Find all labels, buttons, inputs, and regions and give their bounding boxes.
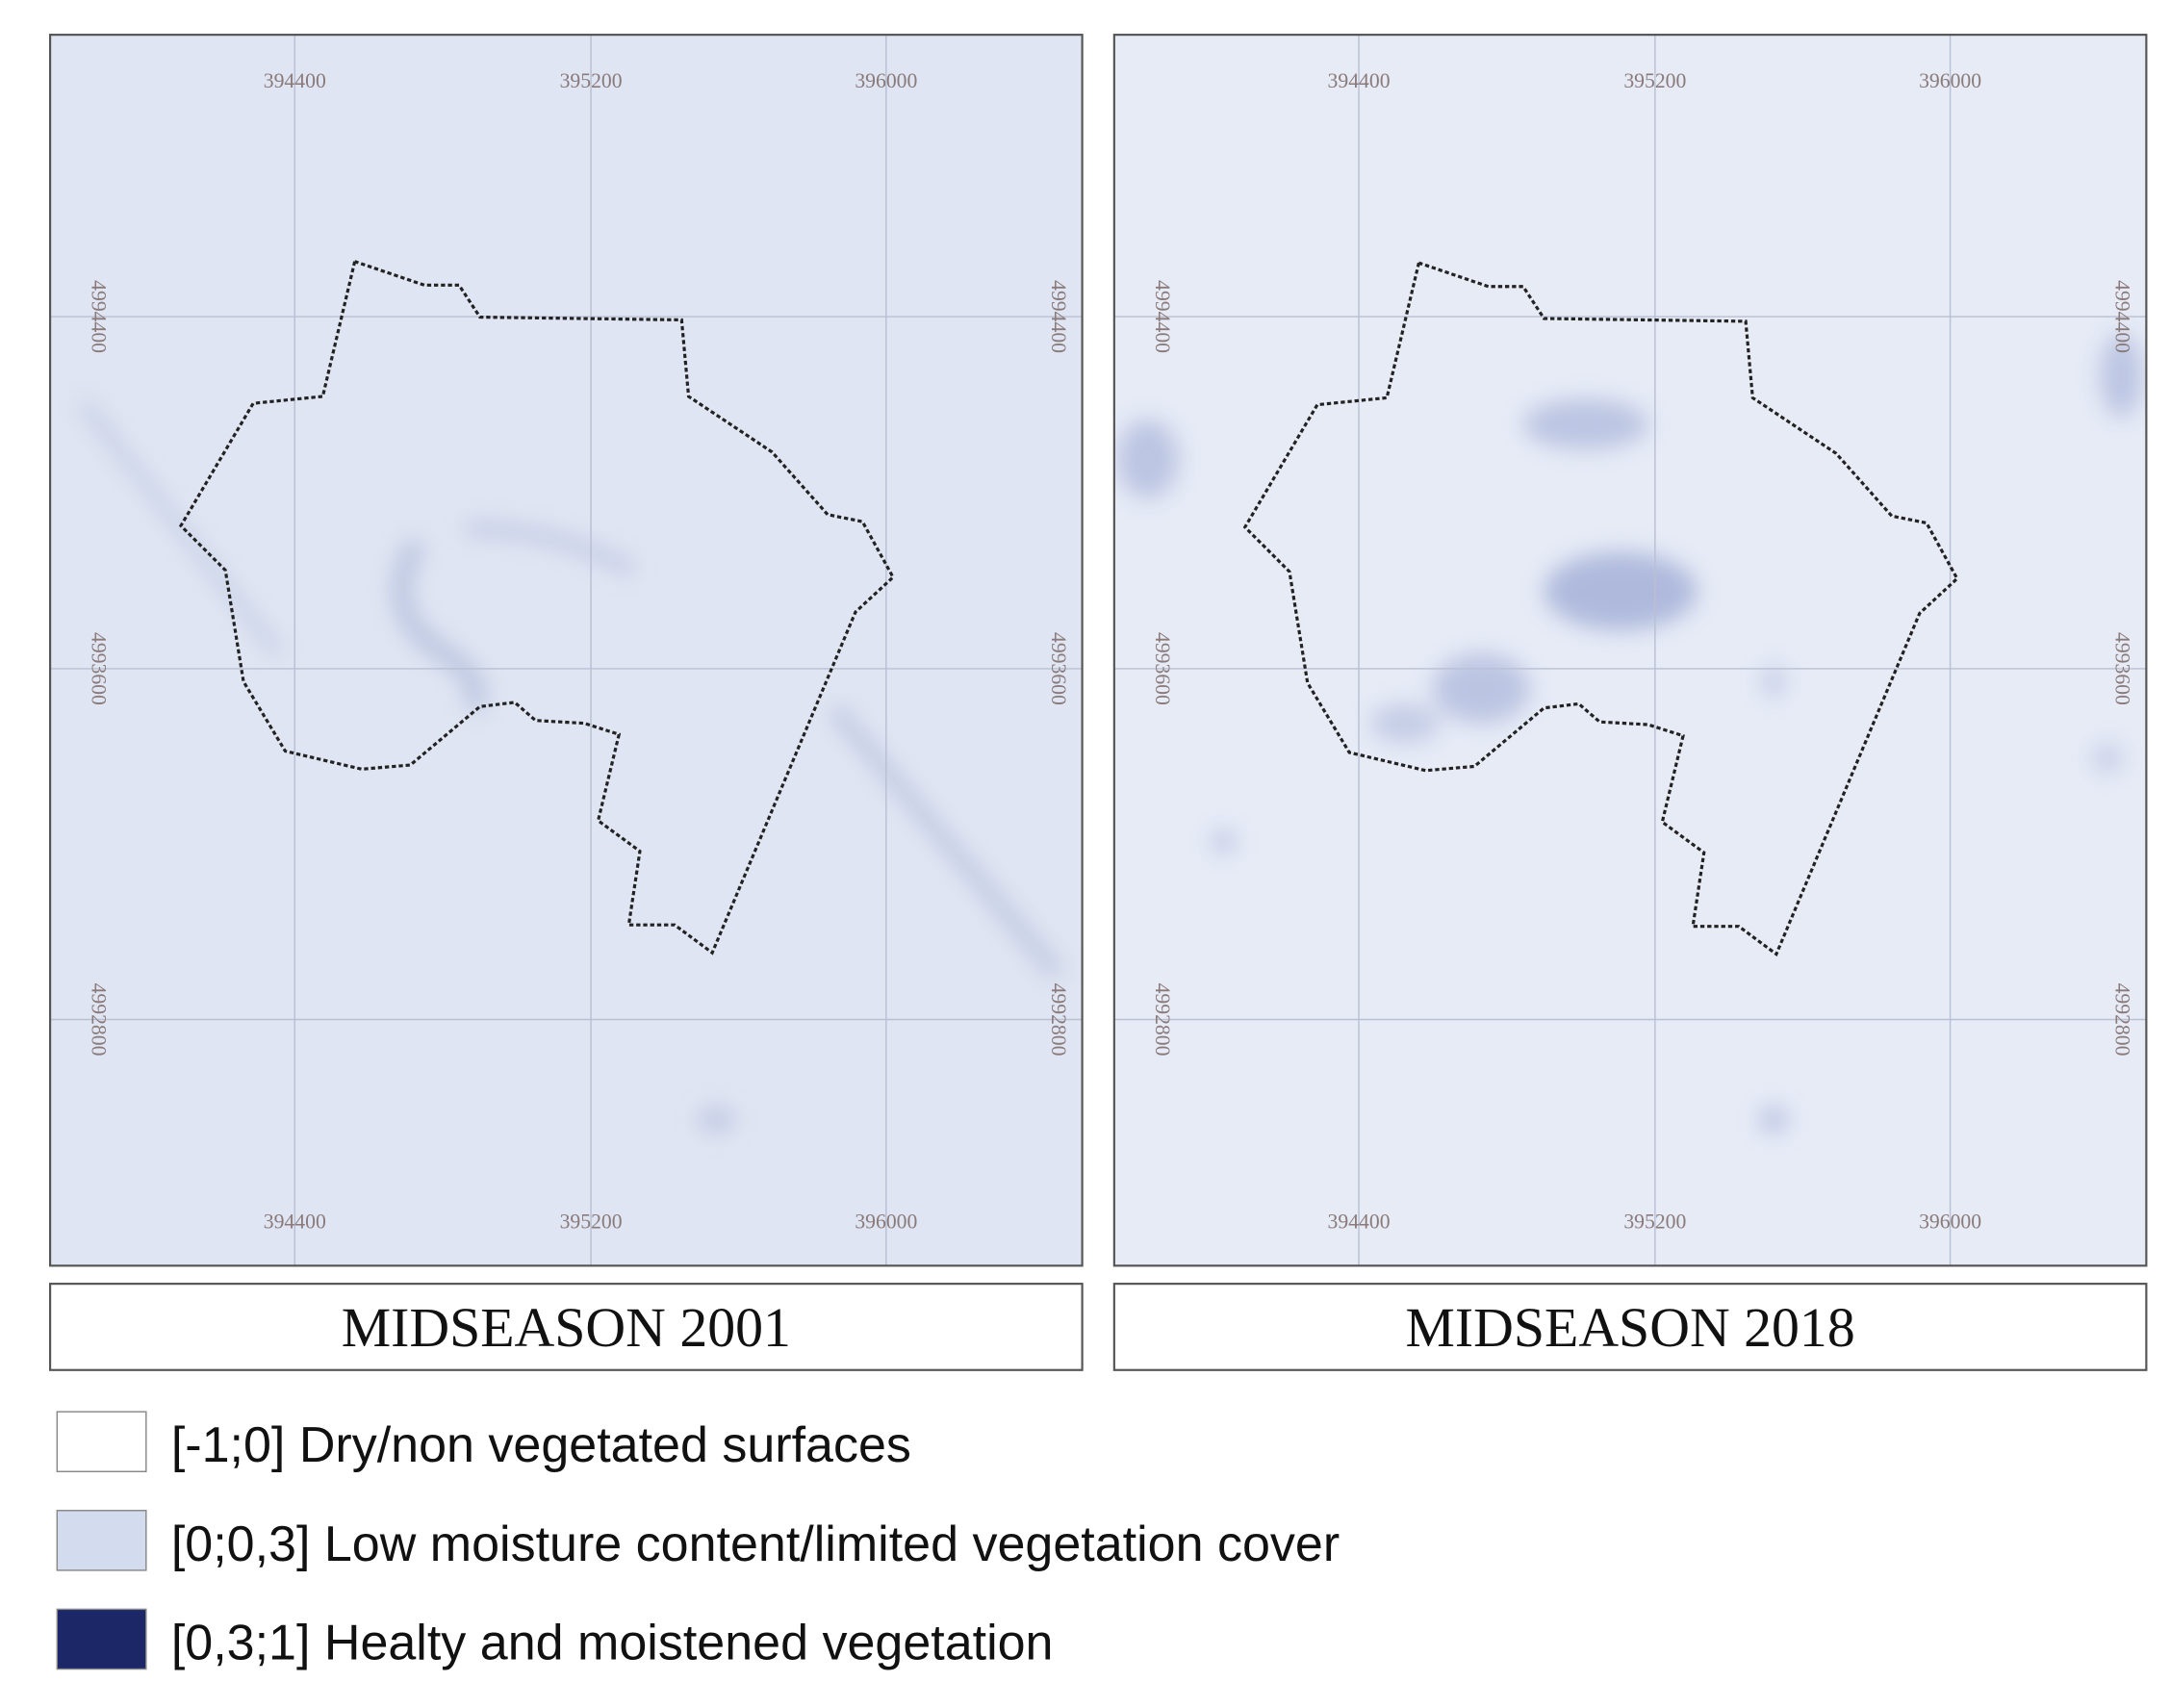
grid-label: 395200 (1623, 69, 1686, 92)
map-frame (49, 34, 1084, 1267)
map-frame (1112, 34, 2148, 1267)
grid-label: 4992800 (1151, 983, 1174, 1057)
map-panel (50, 35, 1083, 1266)
grid-label: 4993600 (1047, 632, 1070, 705)
grid-label: 4994400 (1047, 280, 1070, 353)
grid-label: 4992800 (1047, 983, 1070, 1057)
grid-label: 4994400 (87, 280, 110, 353)
grid-label: 394400 (264, 1210, 326, 1233)
grid-label: 394400 (1328, 1210, 1391, 1233)
legend-swatch (56, 1411, 147, 1472)
grid-label: 4993600 (2111, 632, 2134, 705)
grid-label: 395200 (560, 1210, 623, 1233)
vegetation-patches (79, 399, 1063, 1134)
legend-swatch (56, 1608, 147, 1670)
grid-label: 4992800 (87, 983, 110, 1057)
panel-caption: MIDSEASON 2018 (1405, 1296, 1854, 1359)
grid-label: 395200 (560, 69, 623, 92)
caption-box (1112, 1283, 2148, 1371)
map-grid: 394400 394400 395200 395200 396000 396000 4994… (50, 35, 1083, 1266)
grid-label: 396000 (855, 69, 917, 92)
legend-label: [-1;0] Dry/non vegetated surfaces (171, 1417, 911, 1473)
grid-label: 396000 (1919, 1210, 1981, 1233)
study-area-boundary (178, 260, 896, 956)
legend-label: [0,3;1] Healty and moistened vegetation (171, 1615, 1054, 1670)
legend-label: [0;0,3] Low moisture content/limited veg… (171, 1517, 1340, 1572)
caption-box (49, 1283, 1084, 1371)
map-grid: 394400 394400 395200 395200 396000 396000 4994… (1113, 35, 2147, 1266)
grid-label: 394400 (1328, 69, 1391, 92)
grid-label: 4992800 (2111, 983, 2134, 1057)
map-background (1113, 35, 2147, 1266)
grid-label: 4994400 (2111, 280, 2134, 353)
grid-label: 394400 (264, 69, 326, 92)
legend-swatch (56, 1510, 147, 1571)
grid-label: 4993600 (87, 632, 110, 705)
grid-label: 4993600 (1151, 632, 1174, 705)
vegetation-patches (1116, 333, 2143, 1134)
grid-label: 395200 (1623, 1210, 1686, 1233)
study-area-boundary (1242, 261, 1959, 957)
grid-label: 396000 (1919, 69, 1981, 92)
panel-caption: MIDSEASON 2001 (342, 1296, 791, 1359)
map-panel (1113, 35, 2147, 1266)
map-background (50, 35, 1083, 1266)
grid-label: 4994400 (1151, 280, 1174, 353)
grid-label: 396000 (855, 1210, 917, 1233)
